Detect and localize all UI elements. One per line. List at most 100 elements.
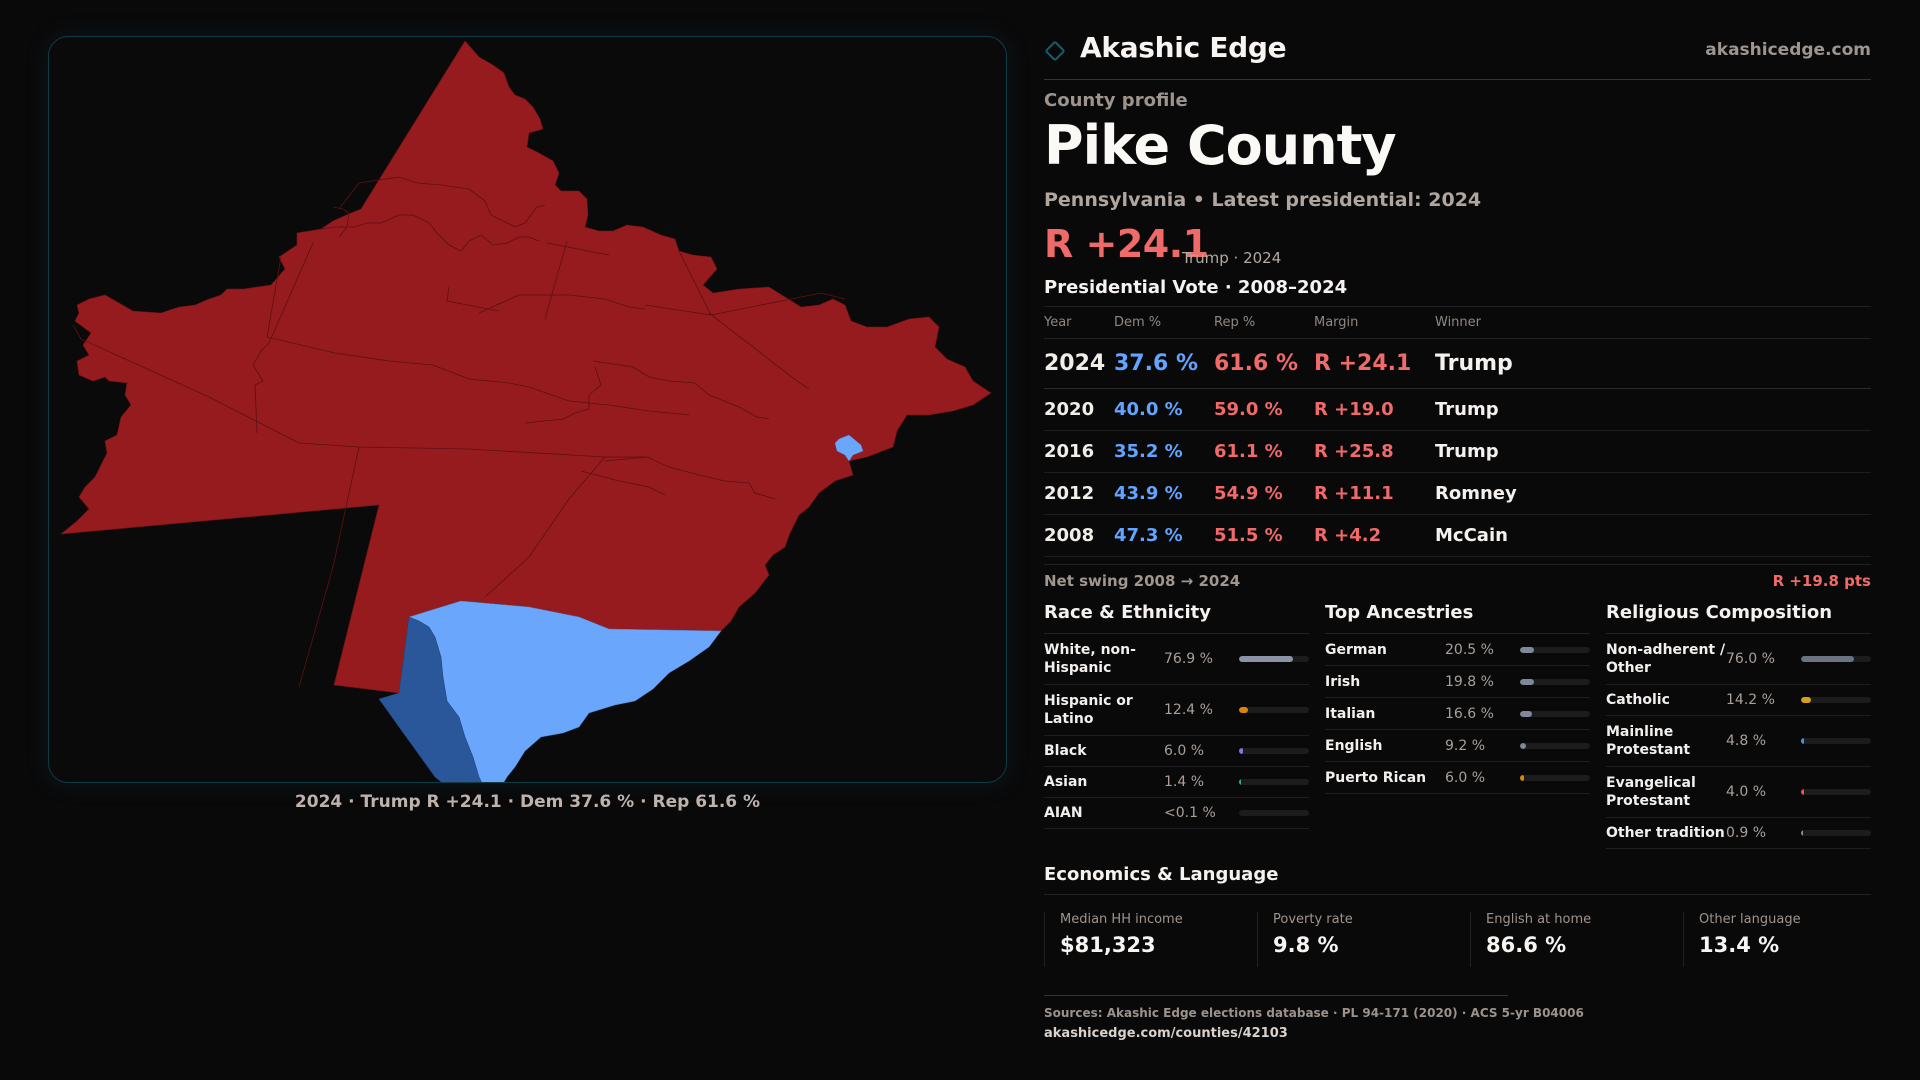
- column-header-year: Year: [1044, 307, 1114, 339]
- county-map-panel[interactable]: [48, 36, 1007, 783]
- stat-label: White, non-Hispanic: [1044, 642, 1136, 676]
- kpi-label: Other language: [1699, 912, 1801, 927]
- page-title: Pike County: [1044, 114, 1397, 177]
- stat-bar-track: [1801, 789, 1871, 795]
- cell-winner: Trump: [1435, 388, 1871, 431]
- column-header-winner: Winner: [1435, 307, 1871, 339]
- stat-row: German 20.5 %: [1325, 634, 1590, 666]
- stat-bar-fill: [1520, 742, 1527, 749]
- stat-label: Asian: [1044, 774, 1088, 790]
- cell-margin: R +25.8: [1314, 430, 1435, 473]
- stat-bar-fill: [1239, 707, 1248, 713]
- stat-bar-fill: [1520, 646, 1535, 653]
- sources-text: Sources: Akashic Edge elections database…: [1044, 1006, 1584, 1020]
- cell-winner: Trump: [1435, 338, 1871, 389]
- section-title: Religious Composition: [1606, 601, 1871, 634]
- kpi-value: 9.8 %: [1273, 933, 1339, 957]
- stat-value: 14.2 %: [1726, 692, 1775, 708]
- stat-bar-fill: [1520, 774, 1525, 781]
- stat-bar-fill: [1801, 697, 1811, 703]
- kpi-poverty-rate: Poverty rate 9.8 %: [1257, 912, 1470, 967]
- section-title: Race & Ethnicity: [1044, 601, 1309, 634]
- kpi-english-at-home: English at home 86.6 %: [1470, 912, 1683, 967]
- page-eyebrow: County profile: [1044, 90, 1188, 111]
- stat-bar-fill: [1239, 748, 1244, 754]
- stat-bar-fill: [1239, 779, 1241, 785]
- map-caption: 2024 · Trump R +24.1 · Dem 37.6 % · Rep …: [294, 792, 761, 812]
- stat-bar-track: [1520, 742, 1590, 749]
- county-map[interactable]: [49, 37, 1007, 783]
- stat-value: 76.0 %: [1726, 651, 1775, 667]
- stat-label: Non-adherent / Other: [1606, 642, 1726, 676]
- stat-bar-track: [1520, 678, 1590, 685]
- cell-dem: 47.3 %: [1114, 514, 1214, 557]
- stat-value: <0.1 %: [1164, 805, 1216, 821]
- map-region-dem-dark[interactable]: [378, 616, 485, 783]
- cell-year: 2008: [1044, 514, 1114, 557]
- stat-value: 4.0 %: [1726, 784, 1767, 800]
- stat-row: Italian 16.6 %: [1325, 698, 1590, 730]
- table-row: 2024 37.6 % 61.6 % R +24.1 Trump: [1044, 338, 1871, 389]
- headline-margin: R +24.1: [1044, 222, 1209, 266]
- religion-section: Religious Composition Non-adherent / Oth…: [1606, 601, 1871, 849]
- cell-dem: 43.9 %: [1114, 472, 1214, 515]
- cell-winner: Romney: [1435, 472, 1871, 515]
- stat-row: Black 6.0 %: [1044, 736, 1309, 767]
- kpi-value: 13.4 %: [1699, 933, 1780, 957]
- stat-row: Hispanic or Latino 12.4 %: [1044, 685, 1309, 736]
- stat-row: Non-adherent / Other 76.0 %: [1606, 634, 1871, 685]
- kpi-other-language: Other language 13.4 %: [1683, 912, 1896, 967]
- race-ethnicity-section: Race & Ethnicity White, non-Hispanic 76.9…: [1044, 601, 1309, 829]
- vote-table-title: Presidential Vote · 2008–2024: [1044, 277, 1348, 298]
- stat-bar-track: [1239, 810, 1309, 816]
- stat-bar-track: [1520, 710, 1590, 717]
- table-header-row: Year Dem % Rep % Margin Winner: [1044, 307, 1871, 339]
- stat-bar-fill: [1239, 656, 1293, 662]
- cell-rep: 61.6 %: [1214, 338, 1314, 389]
- stat-bar-fill: [1801, 830, 1803, 836]
- cell-year: 2020: [1044, 388, 1114, 431]
- stat-label: English: [1325, 737, 1383, 754]
- stat-label: Black: [1044, 743, 1087, 759]
- stat-label: Catholic: [1606, 692, 1670, 708]
- stat-value: 1.4 %: [1164, 774, 1205, 790]
- cell-rep: 61.1 %: [1214, 430, 1314, 473]
- stat-bar-fill: [1520, 678, 1534, 685]
- stat-row: Asian 1.4 %: [1044, 767, 1309, 798]
- stat-bar-track: [1801, 830, 1871, 836]
- column-header-rep: Rep %: [1214, 307, 1314, 339]
- kpi-value: $81,323: [1060, 933, 1156, 957]
- stat-label: Hispanic or Latino: [1044, 693, 1133, 727]
- net-swing-label: Net swing 2008 → 2024: [1044, 572, 1241, 590]
- column-header-dem: Dem %: [1114, 307, 1214, 339]
- stat-bar-fill: [1801, 738, 1805, 744]
- cell-rep: 54.9 %: [1214, 472, 1314, 515]
- presidential-vote-table: Year Dem % Rep % Margin Winner 2024 37.6…: [1044, 307, 1871, 557]
- divider: [1044, 306, 1871, 307]
- stat-bar-track: [1239, 748, 1309, 754]
- stat-bar-fill: [1239, 810, 1241, 816]
- stat-value: 6.0 %: [1445, 769, 1486, 786]
- stat-label: German: [1325, 641, 1387, 658]
- stat-value: 12.4 %: [1164, 702, 1213, 718]
- stat-value: 6.0 %: [1164, 743, 1205, 759]
- county-profile-panel: Akashic Edge akashicedge.com County prof…: [1044, 0, 1871, 1080]
- stat-row: White, non-Hispanic 76.9 %: [1044, 634, 1309, 685]
- stat-bar-fill: [1520, 710, 1532, 717]
- stat-value: 20.5 %: [1445, 641, 1494, 658]
- cell-margin: R +24.1: [1314, 338, 1435, 389]
- cell-dem: 35.2 %: [1114, 430, 1214, 473]
- kpi-label: English at home: [1486, 912, 1592, 927]
- stat-label: AIAN: [1044, 805, 1083, 821]
- stat-bar-track: [1801, 697, 1871, 703]
- brand-url-link[interactable]: akashicedge.com: [1705, 40, 1871, 60]
- map-region-dem-enclave[interactable]: [834, 434, 864, 462]
- cell-year: 2016: [1044, 430, 1114, 473]
- stat-label: Mainline Protestant: [1606, 724, 1691, 758]
- stat-value: 0.9 %: [1726, 825, 1767, 841]
- stat-label: Irish: [1325, 673, 1361, 690]
- county-permalink[interactable]: akashicedge.com/counties/42103: [1044, 1026, 1288, 1041]
- stat-row: Other tradition 0.9 %: [1606, 818, 1871, 849]
- map-region-rep[interactable]: [60, 40, 992, 694]
- stat-value: 76.9 %: [1164, 651, 1213, 667]
